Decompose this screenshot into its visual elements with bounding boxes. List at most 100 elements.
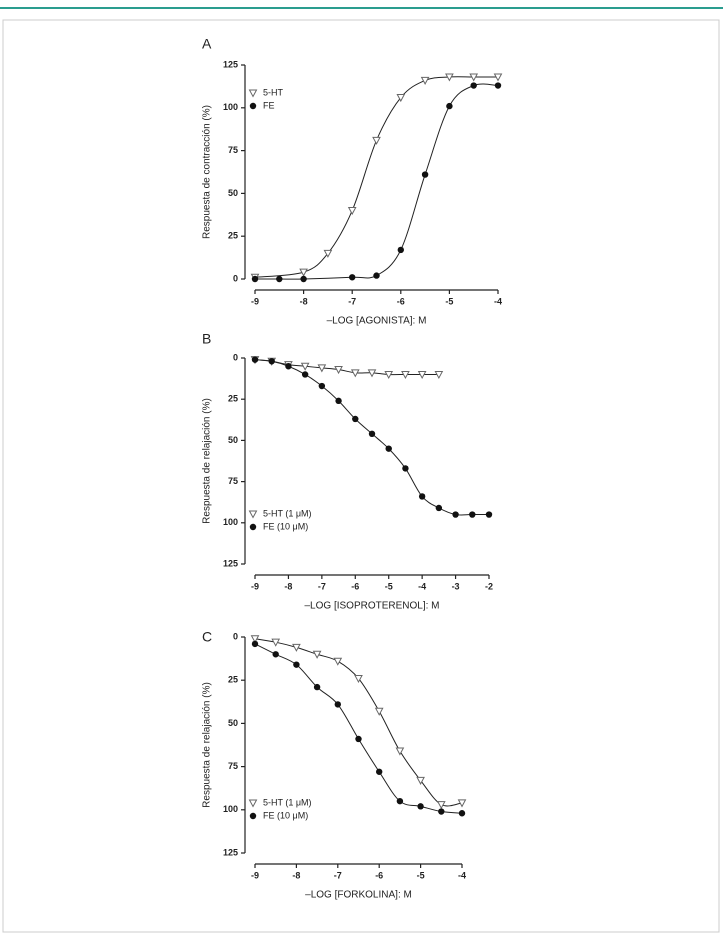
- data-point: [397, 246, 404, 254]
- data-point: [469, 511, 476, 518]
- data-point: [349, 274, 356, 281]
- data-point: [436, 801, 446, 810]
- panel-label: A: [202, 36, 212, 52]
- data-point: [268, 358, 275, 365]
- y-tick-label: 0: [233, 631, 238, 641]
- y-tick-label: 100: [223, 102, 238, 112]
- panel-label: C: [202, 629, 212, 645]
- data-point: [445, 73, 454, 82]
- x-tick-label: -7: [334, 870, 342, 880]
- data-point: [271, 638, 281, 647]
- data-point: [355, 735, 362, 743]
- y-tick-label: 125: [223, 59, 238, 69]
- fit-curve: [254, 359, 489, 516]
- data-point: [312, 650, 322, 659]
- x-tick-label: -9: [251, 870, 259, 880]
- x-tick-label: -5: [445, 296, 453, 306]
- data-point: [368, 430, 376, 438]
- fit-curve: [254, 638, 463, 807]
- data-point: [293, 661, 300, 668]
- x-tick-label: -8: [300, 296, 308, 306]
- y-axis-title: Respuesta de contracción (%): [202, 105, 213, 239]
- y-tick-label: 75: [228, 145, 238, 155]
- data-point: [292, 643, 301, 652]
- data-point: [458, 810, 466, 817]
- data-point: [272, 651, 279, 658]
- data-point: [416, 776, 425, 785]
- x-tick-label: -2: [485, 581, 493, 591]
- legend-label: FE: [263, 100, 275, 110]
- data-point: [396, 797, 404, 805]
- y-axis-title: Respuesta de relajación (%): [202, 398, 213, 524]
- data-point: [374, 707, 384, 716]
- data-point: [493, 73, 503, 82]
- x-tick-label: -7: [348, 296, 356, 306]
- x-tick-label: -4: [418, 581, 426, 591]
- data-point: [452, 511, 459, 518]
- data-point: [301, 371, 309, 378]
- legend-label: 5-HT: [263, 87, 284, 97]
- x-tick-label: -4: [494, 296, 502, 306]
- data-point: [333, 657, 343, 666]
- data-point: [396, 94, 406, 103]
- legend-marker: [248, 799, 258, 808]
- data-point: [372, 136, 381, 145]
- data-point: [354, 674, 363, 684]
- x-tick-label: -4: [458, 870, 466, 880]
- data-point: [251, 640, 259, 648]
- data-point: [420, 76, 430, 85]
- y-tick-label: 75: [228, 761, 238, 771]
- data-point: [446, 102, 453, 110]
- y-tick-label: 75: [228, 476, 238, 486]
- data-point: [352, 415, 359, 423]
- data-point: [347, 207, 357, 216]
- fit-curve: [254, 76, 498, 278]
- legend-marker: [249, 102, 257, 110]
- data-point: [385, 445, 392, 452]
- data-point: [438, 808, 445, 815]
- x-tick-label: -6: [397, 296, 405, 306]
- x-axis-title: –LOG [ISOPROTERENOL]: M: [304, 601, 439, 612]
- data-point: [373, 272, 380, 279]
- panel-label: B: [202, 331, 211, 347]
- data-point: [384, 370, 394, 380]
- data-point: [300, 362, 310, 371]
- data-point: [313, 683, 321, 691]
- data-point: [402, 465, 409, 472]
- data-point: [418, 493, 426, 500]
- fit-curve: [255, 83, 499, 280]
- data-point: [335, 397, 342, 405]
- fit-curve: [254, 643, 463, 814]
- y-tick-label: 50: [228, 718, 238, 728]
- x-tick-label: -8: [284, 581, 292, 591]
- x-axis-title: –LOG [FORKOLINA]: M: [305, 890, 412, 901]
- data-point: [323, 249, 333, 258]
- frame: [2, 19, 720, 933]
- x-tick-label: -6: [351, 581, 359, 591]
- data-point: [401, 370, 410, 380]
- y-tick-label: 100: [223, 517, 238, 527]
- y-axis-title: Respuesta de relajación (%): [202, 682, 213, 808]
- y-tick-label: 25: [228, 675, 238, 685]
- data-point: [317, 364, 327, 373]
- x-tick-label: -3: [452, 581, 460, 591]
- legend-label: FE (10 μM): [263, 521, 308, 531]
- x-tick-label: -5: [385, 581, 393, 591]
- y-tick-label: 25: [228, 231, 238, 241]
- y-tick-label: 0: [233, 273, 238, 283]
- legend-label: FE (10 μM): [263, 810, 308, 820]
- data-point: [421, 171, 429, 178]
- x-tick-label: -7: [318, 581, 326, 591]
- y-tick-label: 100: [223, 804, 238, 814]
- x-tick-label: -9: [251, 581, 259, 591]
- data-point: [470, 82, 477, 89]
- y-tick-label: 125: [223, 558, 238, 568]
- x-tick-label: -6: [375, 870, 383, 880]
- fit-curve: [254, 359, 439, 376]
- legend-marker: [248, 510, 258, 519]
- legend-marker: [249, 523, 257, 531]
- data-point: [285, 363, 292, 370]
- legend-marker: [249, 812, 257, 820]
- data-point: [417, 803, 424, 810]
- y-tick-label: 0: [233, 352, 238, 362]
